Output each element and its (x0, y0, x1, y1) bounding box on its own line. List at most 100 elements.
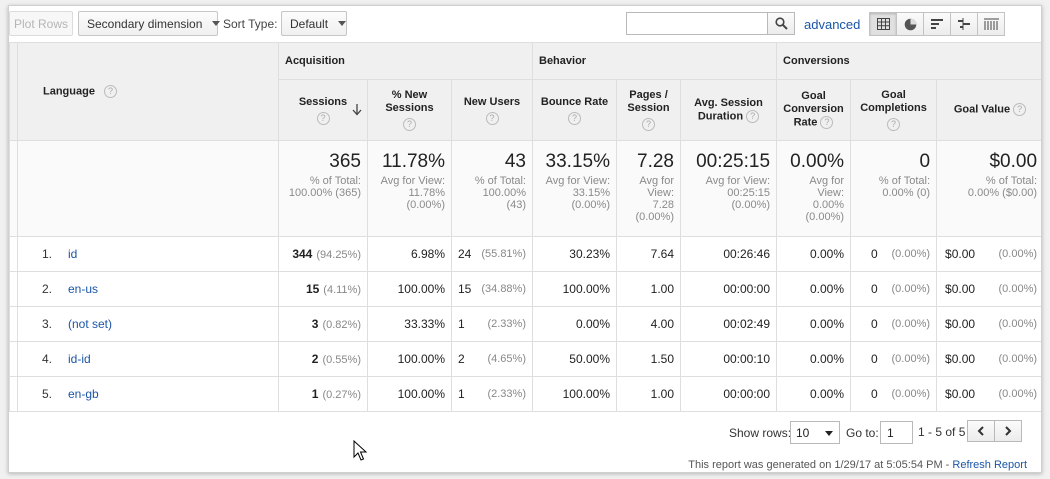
language-cell: 3. (not set) (17, 306, 279, 342)
help-icon[interactable]: ? (403, 118, 416, 131)
language-link[interactable]: en-us (68, 282, 99, 296)
row-index: 2. (42, 282, 53, 296)
report-table: Language ? Acquisition Behavior Conversi… (9, 42, 1041, 412)
help-icon[interactable]: ? (104, 85, 118, 98)
total-avg-session-duration: 00:25:15 Avg for View: 00:25:15 (0.00%) (679, 140, 778, 237)
total-caption: View: (817, 187, 845, 199)
total-caption: Avg for View: (705, 175, 771, 187)
row-select-cell (9, 306, 18, 342)
language-link[interactable]: id (68, 247, 78, 261)
column-header-avg-session-duration[interactable]: Avg. Session Duration ? (679, 79, 778, 141)
refresh-report-link[interactable]: Refresh Report (952, 459, 1027, 471)
sort-type-dropdown[interactable]: Default (281, 11, 347, 36)
total-caption: 100.00% (482, 187, 526, 199)
chevron-down-icon (338, 21, 347, 26)
goal-completions-cell: 0 (0.00%) (850, 236, 938, 272)
search-button[interactable] (768, 12, 795, 35)
advanced-filter-link[interactable]: advanced (804, 17, 861, 32)
cell-percent: (4.65%) (487, 353, 526, 365)
column-header-label: Bounce Rate (540, 95, 609, 108)
help-icon[interactable]: ? (316, 111, 330, 125)
column-header-sessions[interactable]: Sessions ? (278, 79, 368, 141)
new-sessions-cell: 100.00% (367, 341, 452, 377)
language-link[interactable]: (not set) (68, 317, 113, 331)
column-header-goal-completions[interactable]: Goal Completions ? (850, 79, 938, 141)
cell-value: 1 (311, 387, 319, 401)
group-header-conversions: Conversions (776, 42, 1041, 80)
totals-label-cell (17, 140, 279, 237)
help-icon[interactable]: ? (485, 111, 499, 125)
total-caption: 7.28 (652, 199, 674, 211)
group-header-acquisition: Acquisition (278, 42, 533, 80)
column-header-new-users[interactable]: New Users ? (451, 79, 533, 141)
goal-value-cell: $0.00 (0.00%) (936, 376, 1041, 412)
total-value: 0.00% (790, 151, 845, 172)
total-caption: (43) (506, 199, 526, 211)
column-header-pages-session[interactable]: Pages / Session ? (616, 79, 681, 141)
cell-percent: (2.33%) (487, 318, 526, 330)
total-caption: % of Total: (985, 175, 1038, 187)
language-cell: 1. id (17, 236, 279, 272)
search-icon (774, 17, 788, 30)
help-icon[interactable]: ? (887, 118, 901, 131)
cell-value: $0.00 (945, 247, 976, 261)
help-icon[interactable]: ? (746, 109, 760, 123)
row-select-cell (9, 236, 18, 272)
total-caption: (0.00%) (635, 211, 674, 223)
performance-view-button[interactable] (923, 12, 951, 36)
cell-value: $0.00 (945, 387, 976, 401)
new-users-cell: 24 (55.81%) (451, 236, 533, 272)
cell-percent: (0.00%) (998, 248, 1038, 260)
cell-value: 15 (305, 282, 320, 296)
pie-view-button[interactable] (896, 12, 924, 36)
pages-session-cell: 7.64 (616, 236, 681, 272)
total-goal-completions: 0 % of Total: 0.00% (0) (850, 140, 938, 237)
cell-percent: (0.82%) (322, 319, 361, 331)
cell-value: 2 (458, 352, 465, 366)
new-users-cell: 1 (2.33%) (451, 306, 533, 342)
new-sessions-cell: 100.00% (367, 376, 452, 412)
pages-session-cell: 1.00 (616, 376, 681, 412)
help-icon[interactable]: ? (820, 116, 834, 130)
language-link[interactable]: en-gb (68, 387, 99, 401)
cell-value: 0 (871, 387, 878, 401)
total-value: 11.78% (381, 151, 445, 172)
total-caption: 00:25:15 (727, 187, 771, 199)
sessions-cell: 3 (0.82%) (278, 306, 368, 342)
column-header-goal-conversion-rate[interactable]: Goal Conversion Rate ? (776, 79, 852, 141)
previous-page-button[interactable] (967, 420, 995, 442)
goto-page-input[interactable]: 1 (880, 421, 913, 444)
table-view-button[interactable] (869, 12, 897, 36)
dimension-header-language[interactable]: Language ? (17, 42, 279, 141)
total-value: 43 (504, 151, 526, 172)
bounce-rate-cell: 50.00% (532, 341, 617, 377)
column-header-label: Avg. Session Duration (694, 96, 763, 123)
bounce-rate-cell: 0.00% (532, 306, 617, 342)
secondary-dimension-dropdown[interactable]: Secondary dimension (78, 11, 221, 36)
column-header-new-sessions[interactable]: % New Sessions ? (367, 79, 452, 141)
goto-label: Go to: (846, 426, 879, 440)
help-icon[interactable]: ? (642, 118, 655, 131)
comparison-view-button[interactable] (950, 12, 978, 36)
help-icon[interactable]: ? (1013, 103, 1027, 117)
cell-percent: (2.33%) (487, 388, 526, 400)
total-pages-session: 7.28 Avg for View: 7.28 (0.00%) (616, 140, 681, 237)
table-row: 4. id-id 2 (0.55%) 100.00% 2 (4.65%) 50.00% 1.50… (9, 341, 1041, 377)
column-header-label: Goal Conversion Rate (783, 90, 844, 129)
total-caption: Avg for View: (380, 175, 445, 187)
total-caption: View: (647, 187, 674, 199)
sort-down-arrow-icon (352, 104, 362, 116)
next-page-button[interactable] (994, 420, 1022, 442)
show-rows-label: Show rows: (729, 426, 792, 440)
plot-rows-button[interactable]: Plot Rows (9, 11, 73, 36)
total-value: 7.28 (637, 151, 674, 172)
column-header-bounce-rate[interactable]: Bounce Rate ? (532, 79, 617, 141)
column-header-goal-value[interactable]: Goal Value ? (936, 79, 1041, 141)
cell-percent: (0.00%) (891, 318, 931, 330)
table-search-input[interactable] (626, 12, 768, 35)
show-rows-select[interactable]: 10 (790, 421, 840, 444)
language-link[interactable]: id-id (68, 352, 91, 366)
total-value: 33.15% (545, 151, 610, 172)
help-icon[interactable]: ? (568, 111, 581, 125)
pivot-view-button[interactable] (977, 12, 1005, 36)
